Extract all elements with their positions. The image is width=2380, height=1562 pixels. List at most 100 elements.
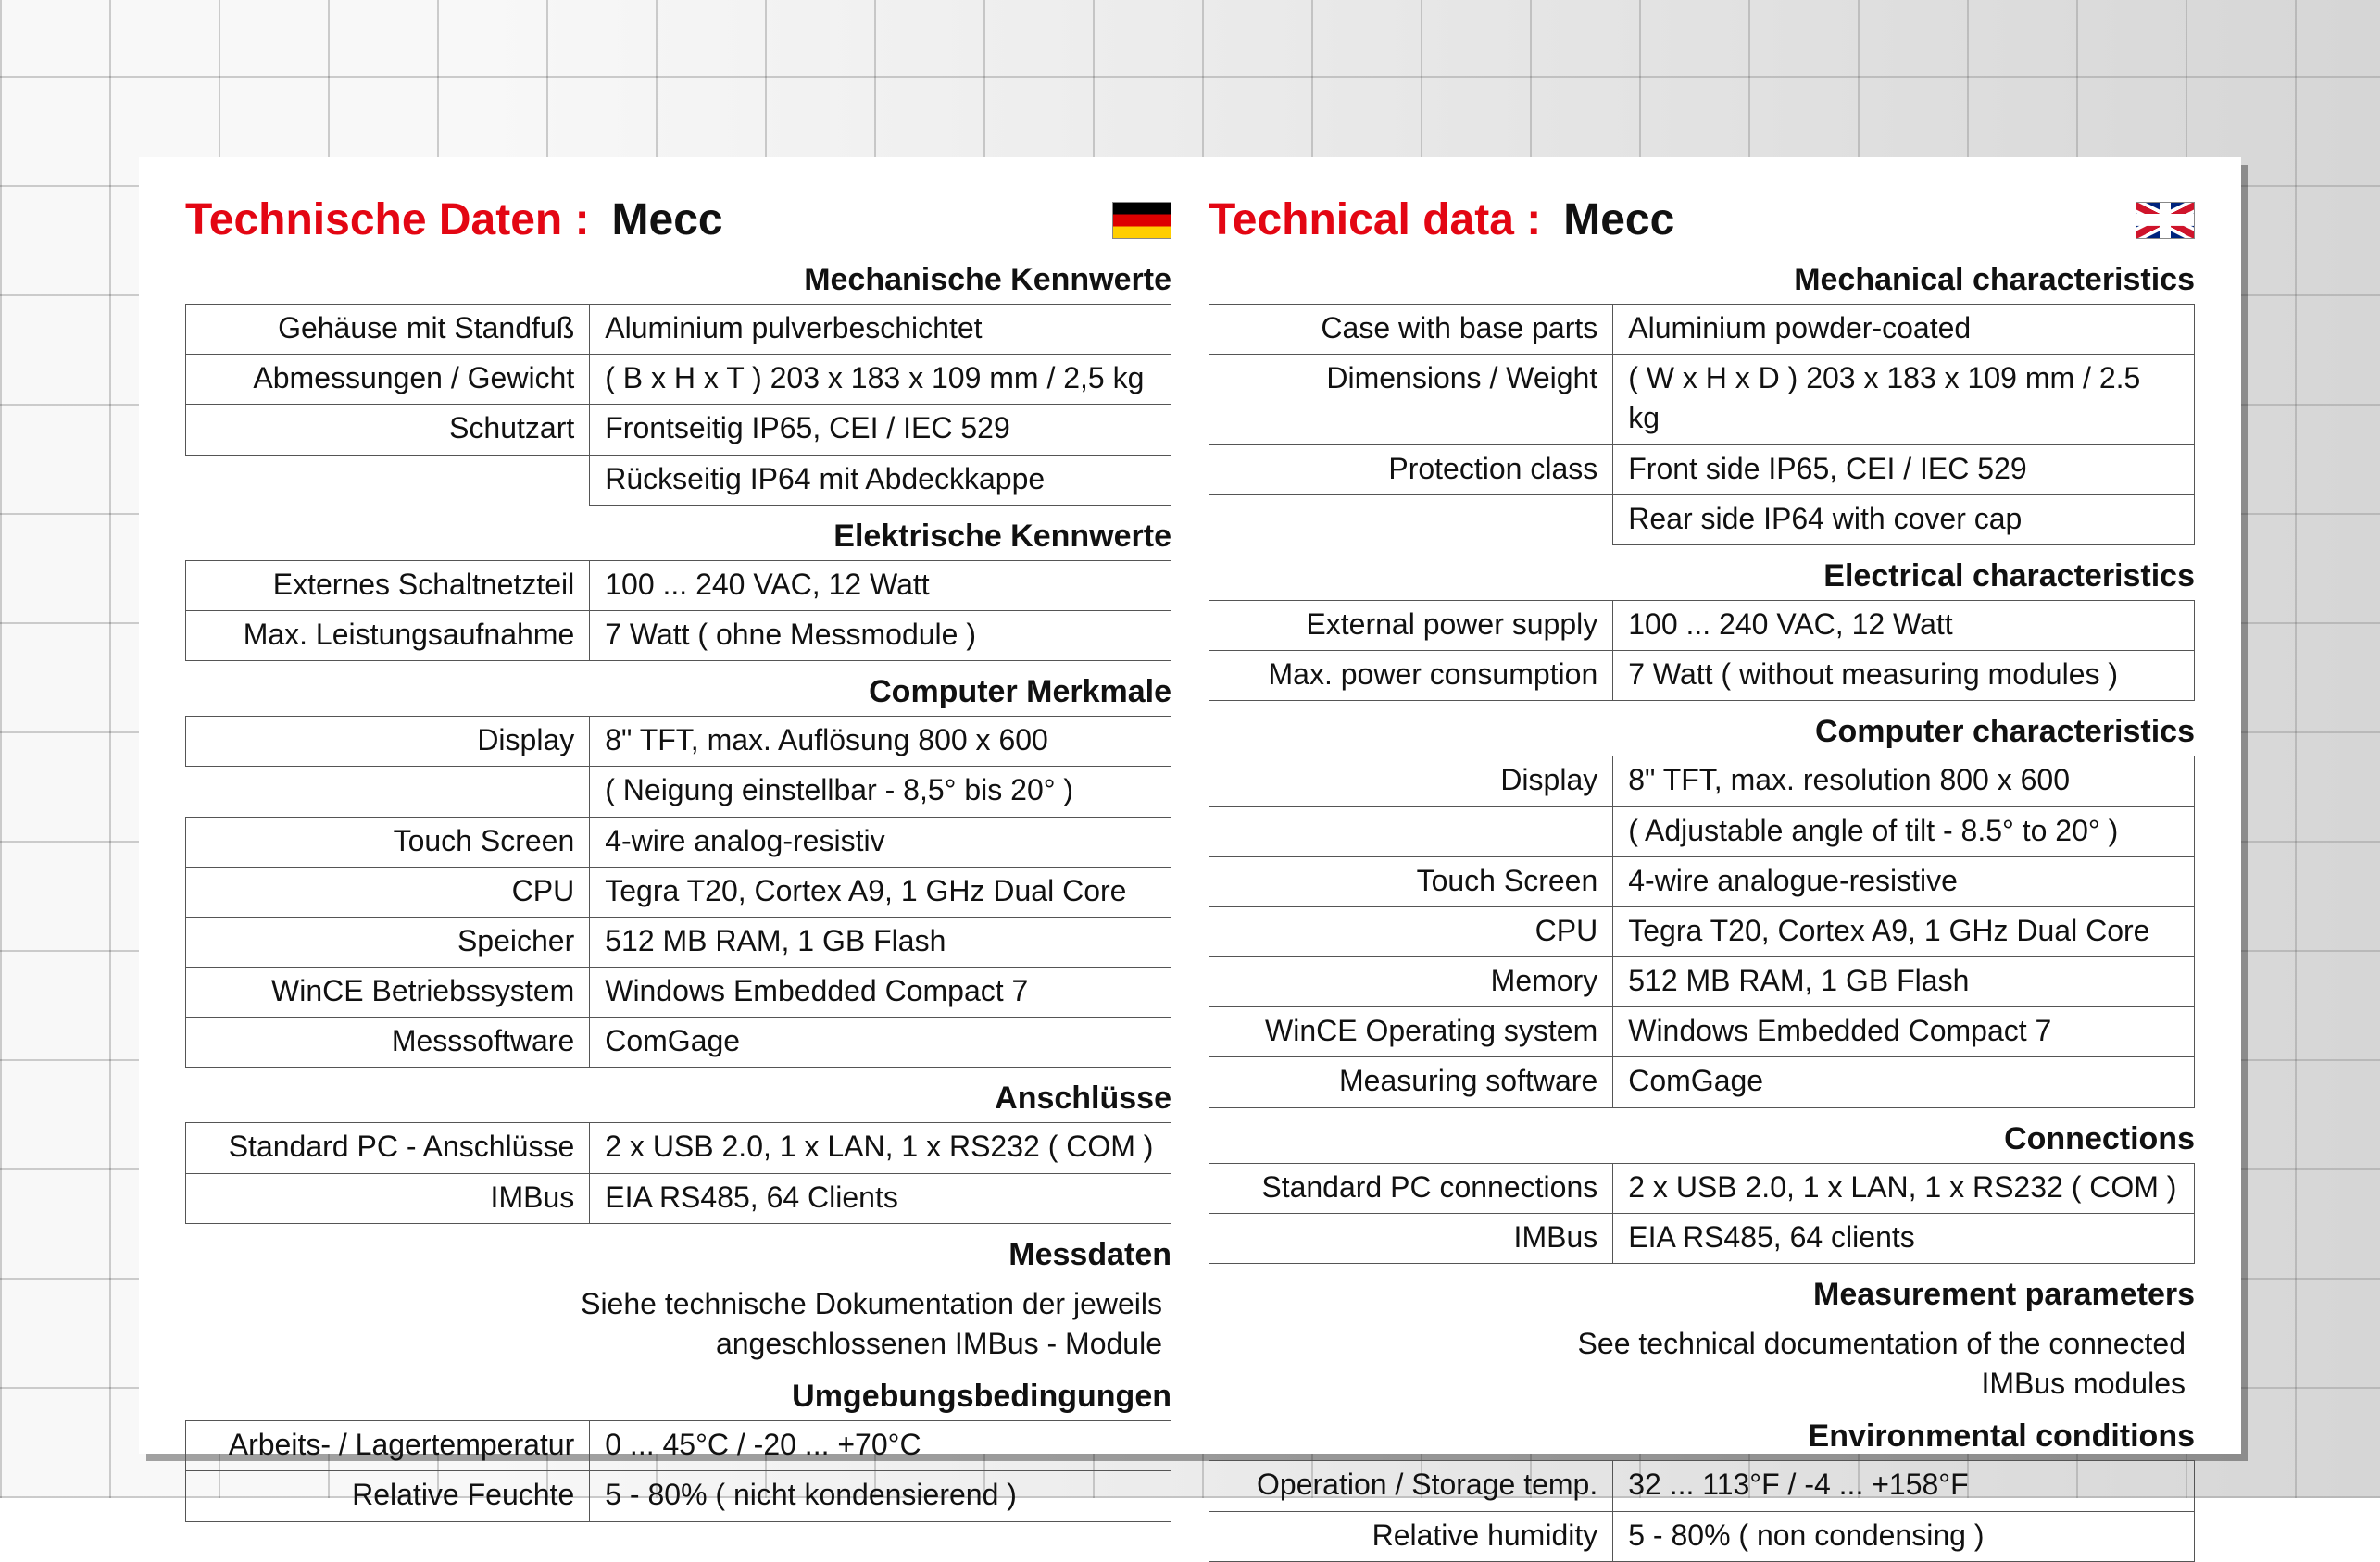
spec-value: Front side IP65, CEI / IEC 529	[1613, 444, 2195, 494]
spec-label: Operation / Storage temp.	[1209, 1461, 1613, 1511]
spec-label: WinCE Betriebssystem	[186, 968, 590, 1018]
section-heading: Environmental conditions	[1209, 1418, 2195, 1455]
table-row: Touch Screen4-wire analog-resistiv	[186, 817, 1171, 867]
section-heading: Umgebungsbedingungen	[185, 1379, 1171, 1415]
section-note-line: angeschlossenen IMBus - Module	[185, 1324, 1162, 1364]
table-row: CPUTegra T20, Cortex A9, 1 GHz Dual Core	[1209, 906, 2195, 956]
spec-label: Arbeits- / Lagertemperatur	[186, 1421, 590, 1471]
spec-label	[186, 455, 590, 505]
spec-value: Windows Embedded Compact 7	[1613, 1007, 2195, 1057]
table-row: Display8" TFT, max. resolution 800 x 600	[1209, 756, 2195, 806]
table-row: Speicher512 MB RAM, 1 GB Flash	[186, 917, 1171, 967]
table-row: External power supply100 ... 240 VAC, 12…	[1209, 600, 2195, 650]
section-heading: Mechanische Kennwerte	[185, 262, 1171, 298]
section-note: Siehe technische Dokumentation der jewei…	[185, 1279, 1171, 1366]
spec-value: 100 ... 240 VAC, 12 Watt	[1613, 600, 2195, 650]
table-row: SchutzartFrontseitig IP65, CEI / IEC 529	[186, 405, 1171, 455]
spec-value: 7 Watt ( without measuring modules )	[1613, 651, 2195, 701]
spec-value: 512 MB RAM, 1 GB Flash	[590, 917, 1171, 967]
section-heading: Measurement parameters	[1209, 1277, 2195, 1313]
table-row: Measuring softwareComGage	[1209, 1057, 2195, 1107]
spec-value: Aluminium pulverbeschichtet	[590, 305, 1171, 355]
spec-table: Display8" TFT, max. Auflösung 800 x 600(…	[185, 716, 1171, 1068]
germany-flag-icon	[1112, 202, 1171, 239]
spec-table: External power supply100 ... 240 VAC, 12…	[1209, 600, 2195, 701]
table-row: ( Adjustable angle of tilt - 8.5° to 20°…	[1209, 806, 2195, 856]
spec-table: Standard PC - Anschlüsse2 x USB 2.0, 1 x…	[185, 1122, 1171, 1223]
column-english: Technical data : Mecc Mechanical character…	[1209, 194, 2195, 1562]
spec-table: Gehäuse mit StandfußAluminium pulverbesc…	[185, 304, 1171, 506]
spec-value: Rückseitig IP64 mit Abdeckkappe	[590, 455, 1171, 505]
table-row: WinCE BetriebssystemWindows Embedded Com…	[186, 968, 1171, 1018]
table-row: Arbeits- / Lagertemperatur0 ... 45°C / -…	[186, 1421, 1171, 1471]
spec-value: Rear side IP64 with cover cap	[1613, 494, 2195, 544]
spec-label: Case with base parts	[1209, 305, 1613, 355]
section-note-line: Siehe technische Dokumentation der jewei…	[185, 1284, 1162, 1324]
column-german: Technische Daten :MeccMechanische Kennwe…	[185, 194, 1171, 1562]
spec-label: Gehäuse mit Standfuß	[186, 305, 590, 355]
spec-value: 100 ... 240 VAC, 12 Watt	[590, 560, 1171, 610]
spec-value: Frontseitig IP65, CEI / IEC 529	[590, 405, 1171, 455]
spec-value: 4-wire analogue-resistive	[1613, 856, 2195, 906]
uk-flag-icon	[2136, 202, 2195, 239]
section-heading: Electrical characteristics	[1209, 558, 2195, 594]
title-prefix: Technische Daten :	[185, 194, 590, 245]
table-row: IMBusEIA RS485, 64 Clients	[186, 1173, 1171, 1223]
table-row: Abmessungen / Gewicht( B x H x T ) 203 x…	[186, 355, 1171, 405]
spec-value: EIA RS485, 64 clients	[1613, 1213, 2195, 1263]
title-prefix: Technical data :	[1209, 194, 1541, 245]
spec-label: IMBus	[1209, 1213, 1613, 1263]
spec-value: 2 x USB 2.0, 1 x LAN, 1 x RS232 ( COM )	[1613, 1163, 2195, 1213]
section-heading: Mechanical characteristics	[1209, 262, 2195, 298]
section-heading: Elektrische Kennwerte	[185, 519, 1171, 555]
spec-label: Touch Screen	[186, 817, 590, 867]
spec-table: Standard PC connections2 x USB 2.0, 1 x …	[1209, 1163, 2195, 1264]
table-row: Memory512 MB RAM, 1 GB Flash	[1209, 957, 2195, 1007]
table-row: Externes Schaltnetzteil100 ... 240 VAC, …	[186, 560, 1171, 610]
spec-value: 512 MB RAM, 1 GB Flash	[1613, 957, 2195, 1007]
spec-label: Max. Leistungsaufnahme	[186, 610, 590, 660]
section-heading: Connections	[1209, 1121, 2195, 1157]
spec-label: CPU	[1209, 906, 1613, 956]
spec-table: Display8" TFT, max. resolution 800 x 600…	[1209, 756, 2195, 1107]
spec-value: 2 x USB 2.0, 1 x LAN, 1 x RS232 ( COM )	[590, 1123, 1171, 1173]
spec-value: 8" TFT, max. resolution 800 x 600	[1613, 756, 2195, 806]
table-row: Standard PC connections2 x USB 2.0, 1 x …	[1209, 1163, 2195, 1213]
spec-value: 5 - 80% ( non condensing )	[1613, 1511, 2195, 1561]
section-heading: Computer Merkmale	[185, 674, 1171, 710]
spec-value: ( Adjustable angle of tilt - 8.5° to 20°…	[1613, 806, 2195, 856]
spec-label: Abmessungen / Gewicht	[186, 355, 590, 405]
spec-value: ComGage	[1613, 1057, 2195, 1107]
table-row: MesssoftwareComGage	[186, 1018, 1171, 1068]
spec-label: Externes Schaltnetzteil	[186, 560, 590, 610]
table-row: Rear side IP64 with cover cap	[1209, 494, 2195, 544]
spec-label: Speicher	[186, 917, 590, 967]
spec-table: Case with base partsAluminium powder-coa…	[1209, 304, 2195, 545]
spec-label: Memory	[1209, 957, 1613, 1007]
table-row: IMBusEIA RS485, 64 clients	[1209, 1213, 2195, 1263]
spec-value: 7 Watt ( ohne Messmodule )	[590, 610, 1171, 660]
table-row: Dimensions / Weight( W x H x D ) 203 x 1…	[1209, 355, 2195, 444]
spec-label	[1209, 494, 1613, 544]
spec-label: Standard PC connections	[1209, 1163, 1613, 1213]
section-heading: Computer characteristics	[1209, 714, 2195, 750]
spec-label: CPU	[186, 867, 590, 917]
spec-label	[1209, 806, 1613, 856]
spec-label: IMBus	[186, 1173, 590, 1223]
spec-label: Relative humidity	[1209, 1511, 1613, 1561]
section-heading: Messdaten	[185, 1237, 1171, 1273]
spec-label: Measuring software	[1209, 1057, 1613, 1107]
table-row: Rückseitig IP64 mit Abdeckkappe	[186, 455, 1171, 505]
table-row: Relative Feuchte5 - 80% ( nicht kondensi…	[186, 1471, 1171, 1521]
spec-table: Operation / Storage temp.32 ... 113°F / …	[1209, 1460, 2195, 1561]
spec-label: Protection class	[1209, 444, 1613, 494]
spec-label: Touch Screen	[1209, 856, 1613, 906]
table-row: ( Neigung einstellbar - 8,5° bis 20° )	[186, 767, 1171, 817]
spec-value: Tegra T20, Cortex A9, 1 GHz Dual Core	[1613, 906, 2195, 956]
spec-value: ( Neigung einstellbar - 8,5° bis 20° )	[590, 767, 1171, 817]
spec-label: Dimensions / Weight	[1209, 355, 1613, 444]
title-product-name: Mecc	[1563, 194, 1674, 245]
two-column-layout: Technische Daten : Mecc Mechanische Kennwe…	[185, 194, 2195, 1562]
spec-value: Windows Embedded Compact 7	[590, 968, 1171, 1018]
table-row: Operation / Storage temp.32 ... 113°F / …	[1209, 1461, 2195, 1511]
